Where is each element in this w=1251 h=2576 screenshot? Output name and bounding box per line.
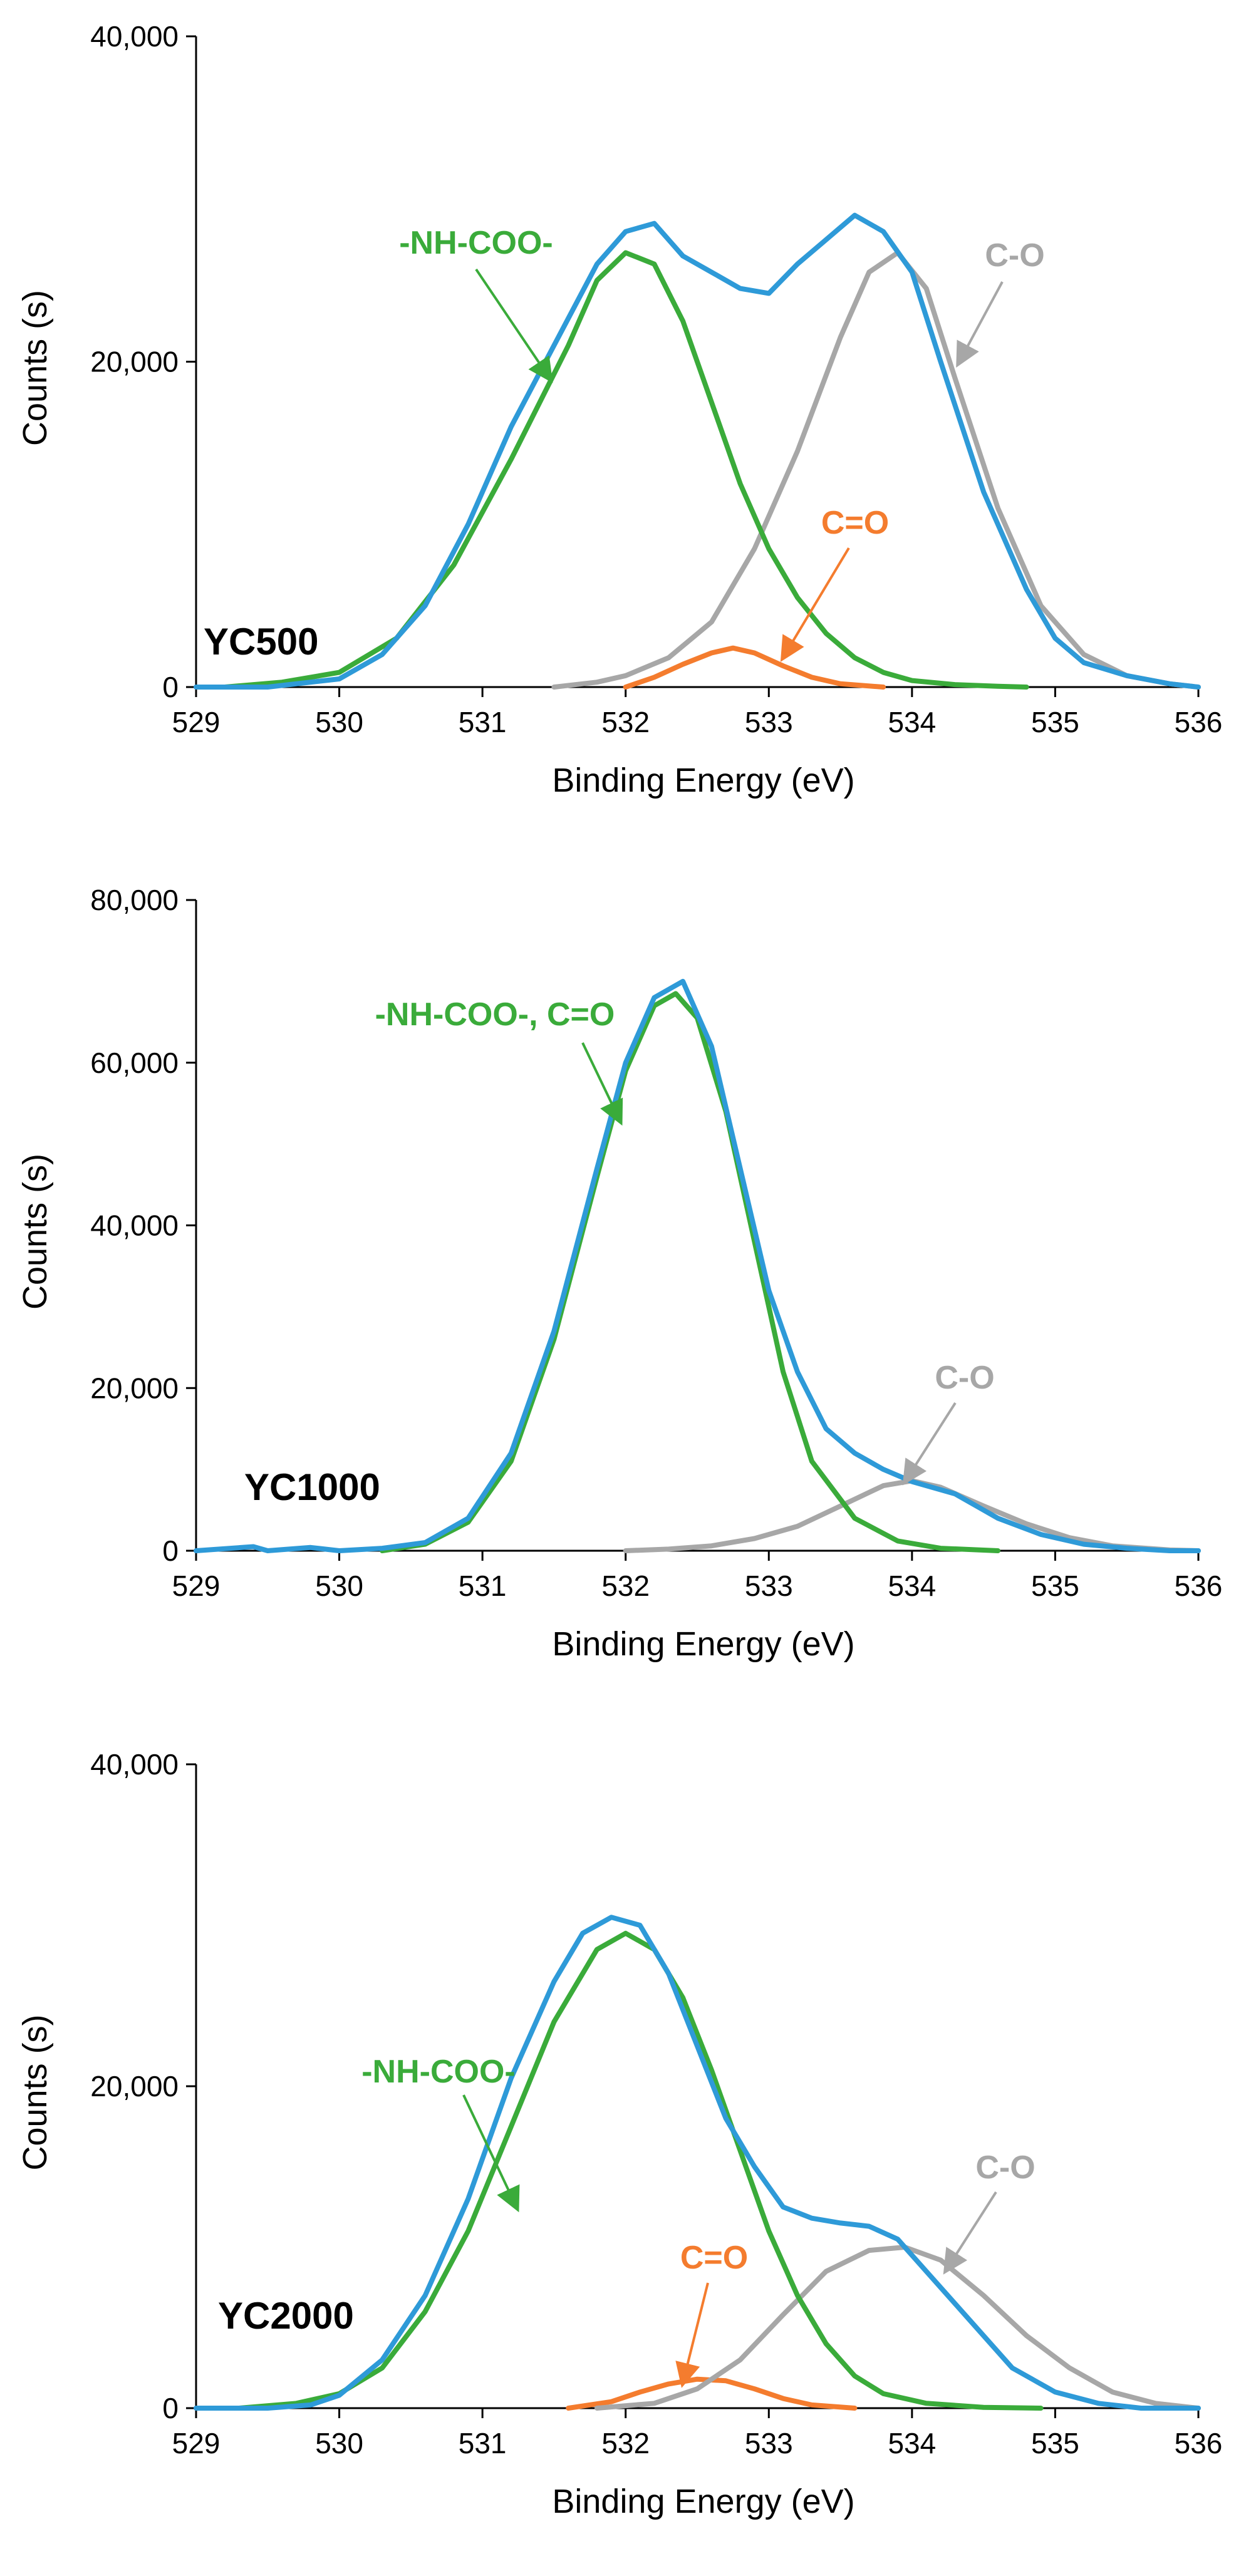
chart-panel-yc1000: 0 20,000 40,000 60,000 80,000 529 530 531 532 533…	[16, 884, 1222, 1663]
y-axis-title: Counts (s)	[16, 1154, 54, 1310]
annotation-arrow	[675, 2282, 709, 2388]
series-line-c-eq-o	[623, 645, 886, 690]
chart-panels: 0 20,000 40,000 529 530 531 532 533 534 535 536 Bin…	[16, 20, 1222, 2520]
panel-label: YC500	[204, 621, 318, 663]
series-line-c-o	[623, 1478, 1201, 1553]
y-tick-label: 60,000	[90, 1047, 179, 1079]
x-axis-title: Binding Energy (eV)	[552, 762, 854, 799]
series-line-total	[194, 1915, 1201, 2411]
x-tick-label: 534	[888, 706, 936, 738]
series-line-total	[194, 978, 1201, 1553]
y-tick-label: 20,000	[90, 346, 179, 378]
x-tick-label: 536	[1175, 2427, 1223, 2460]
y-tick-label: 40,000	[90, 20, 179, 53]
annotation-arrow	[943, 2191, 997, 2275]
y-tick-label: 80,000	[90, 884, 179, 916]
x-tick-label: 533	[745, 706, 793, 738]
panel-label: YC2000	[218, 2295, 354, 2337]
y-tick-label: 40,000	[90, 1748, 179, 1781]
series-line-nh-coo	[222, 250, 1029, 690]
x-tick-label: 530	[315, 1570, 363, 1602]
chart-panel-yc2000: 0 20,000 40,000 529 530 531 532 533 534 535 536 Bin…	[16, 1748, 1222, 2520]
x-axis-title: Binding Energy (eV)	[552, 2483, 854, 2520]
series-line-nh-coo	[236, 1930, 1044, 2411]
chart-panel-yc500: 0 20,000 40,000 529 530 531 532 533 534 535 536 Bin…	[16, 20, 1222, 799]
annotation-label: -NH-COO-, C=O	[375, 996, 615, 1033]
x-tick-label: 532	[601, 2427, 650, 2460]
annotation-label: C-O	[975, 2149, 1035, 2186]
y-tick-label: 20,000	[90, 1372, 179, 1404]
annotation-label: C-O	[935, 1360, 994, 1396]
annotation-arrow	[475, 268, 553, 383]
x-tick-label: 531	[459, 1570, 507, 1602]
x-tick-label: 529	[172, 2427, 221, 2460]
x-tick-label: 535	[1031, 1570, 1079, 1602]
x-tick-label: 535	[1031, 2427, 1079, 2460]
x-tick-label: 533	[745, 1570, 793, 1602]
y-axis-title: Counts (s)	[16, 2014, 54, 2170]
x-tick-label: 531	[459, 706, 507, 738]
x-tick-label: 530	[315, 2427, 363, 2460]
annotation-arrow	[902, 1402, 957, 1486]
annotation-label: -NH-COO-	[399, 225, 553, 261]
annotation-label: C=O	[821, 505, 889, 541]
x-tick-label: 536	[1175, 706, 1223, 738]
series-line-c-eq-o	[566, 2376, 858, 2411]
annotation-label: C=O	[680, 2240, 748, 2276]
x-tick-label: 530	[315, 706, 363, 738]
annotation-arrow	[956, 281, 1004, 368]
x-tick-label: 533	[745, 2427, 793, 2460]
series-line-c-o	[551, 250, 1201, 690]
x-tick-label: 534	[888, 2427, 936, 2460]
x-tick-label: 532	[601, 706, 650, 738]
y-tick-label: 20,000	[90, 2070, 179, 2103]
y-axis-title: Counts (s)	[16, 290, 54, 446]
x-tick-label: 529	[172, 706, 221, 738]
x-tick-label: 531	[459, 2427, 507, 2460]
y-tick-label: 0	[162, 671, 179, 703]
x-tick-label: 529	[172, 1570, 221, 1602]
y-tick-label: 0	[162, 2392, 179, 2424]
annotation-arrow	[462, 2094, 520, 2213]
annotation-label: C-O	[985, 237, 1044, 274]
series-line-total	[194, 212, 1201, 690]
x-tick-label: 534	[888, 1570, 936, 1602]
y-tick-label: 40,000	[90, 1209, 179, 1242]
x-tick-label: 535	[1031, 706, 1079, 738]
x-axis-title: Binding Energy (eV)	[552, 1625, 854, 1663]
y-tick-label: 0	[162, 1534, 179, 1567]
series-line-nh-coo	[380, 991, 1000, 1553]
annotation-label: -NH-COO-	[361, 2054, 516, 2090]
annotation-arrow	[581, 1042, 623, 1126]
x-tick-label: 536	[1175, 1570, 1223, 1602]
panel-label: YC1000	[244, 1466, 380, 1508]
x-tick-label: 532	[601, 1570, 650, 1602]
annotation-arrow	[780, 547, 850, 662]
